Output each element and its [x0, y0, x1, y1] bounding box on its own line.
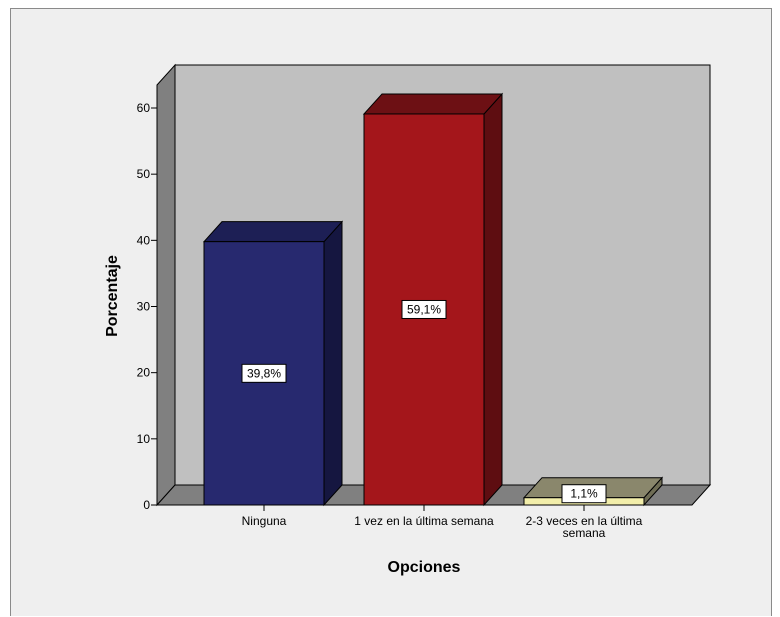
y-axis-title: Porcentaje: [104, 255, 121, 337]
data-label: 39,8%: [247, 366, 281, 380]
y-tick-label: 40: [137, 233, 151, 247]
y-tick-label: 10: [137, 432, 151, 446]
data-label: 59,1%: [407, 302, 441, 316]
y-tick-label: 60: [137, 101, 151, 115]
bar-2: 59,1%: [362, 92, 504, 507]
bar-top: [202, 221, 344, 243]
y-tick-label: 0: [143, 498, 150, 512]
y-tick-label: 20: [137, 366, 151, 380]
x-axis-title: Opciones: [388, 559, 461, 576]
data-label: 1,1%: [570, 487, 598, 501]
y-axis: 0 10 20 30 40 50 60: [137, 101, 158, 512]
bar-side: [483, 92, 503, 507]
y-tick-label: 30: [137, 300, 151, 314]
x-tick-label: 2-3 veces en la última semana: [526, 514, 643, 540]
y-tick-label: 50: [137, 167, 151, 181]
data-label-box: [401, 299, 447, 319]
x-axis: Ninguna 1 vez en la última semana 2-3 vece…: [157, 504, 692, 540]
bar-1: 39,8%: [202, 220, 344, 507]
x-tick-label: Ninguna: [242, 514, 287, 528]
bars: 39,8% 59,1% 1,1%: [202, 92, 664, 507]
data-label-box: [241, 363, 287, 383]
bar-side: [323, 220, 343, 507]
bar-3: 1,1%: [522, 476, 664, 507]
data-label-box: [561, 484, 607, 504]
bar-top: [362, 93, 504, 115]
x-tick-label: 1 vez en la última semana: [354, 514, 494, 528]
side-wall: [156, 63, 176, 507]
